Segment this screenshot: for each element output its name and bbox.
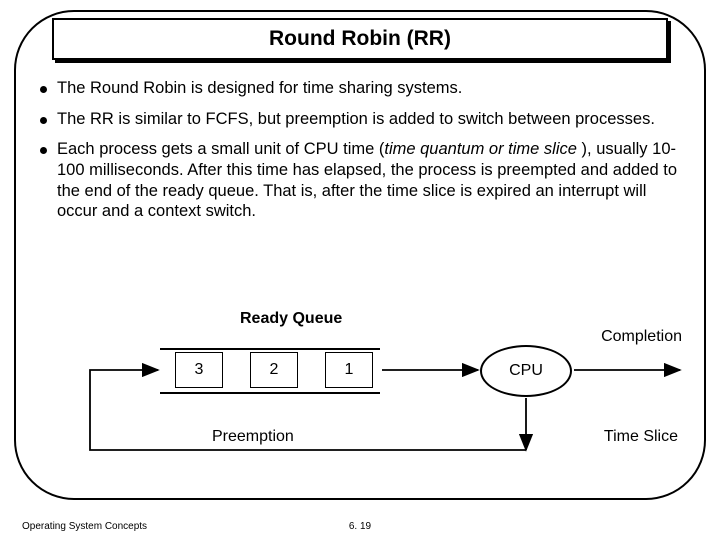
title-box: Round Robin (RR) bbox=[52, 18, 668, 60]
bullet-item: The RR is similar to FCFS, but preemptio… bbox=[40, 109, 680, 130]
bullet-italic: time quantum or time slice bbox=[384, 140, 577, 158]
slide-title: Round Robin (RR) bbox=[269, 27, 451, 51]
rr-diagram: Ready Queue Completion 3 2 1 CPU Preempt… bbox=[0, 310, 720, 490]
bullet-dot-icon bbox=[40, 117, 47, 124]
diagram-arrows bbox=[0, 310, 720, 490]
bullet-list: The Round Robin is designed for time sha… bbox=[40, 78, 680, 232]
bullet-item: Each process gets a small unit of CPU ti… bbox=[40, 139, 680, 222]
footer-page-number: 6. 19 bbox=[0, 521, 720, 532]
bullet-item: The Round Robin is designed for time sha… bbox=[40, 78, 680, 99]
bullet-text: The RR is similar to FCFS, but preemptio… bbox=[57, 109, 655, 130]
bullet-dot-icon bbox=[40, 147, 47, 154]
bullet-text: Each process gets a small unit of CPU ti… bbox=[57, 139, 680, 222]
bullet-pre: Each process gets a small unit of CPU ti… bbox=[57, 140, 384, 158]
arrow-preemption-loop bbox=[90, 370, 526, 450]
bullet-dot-icon bbox=[40, 86, 47, 93]
bullet-text: The Round Robin is designed for time sha… bbox=[57, 78, 462, 99]
